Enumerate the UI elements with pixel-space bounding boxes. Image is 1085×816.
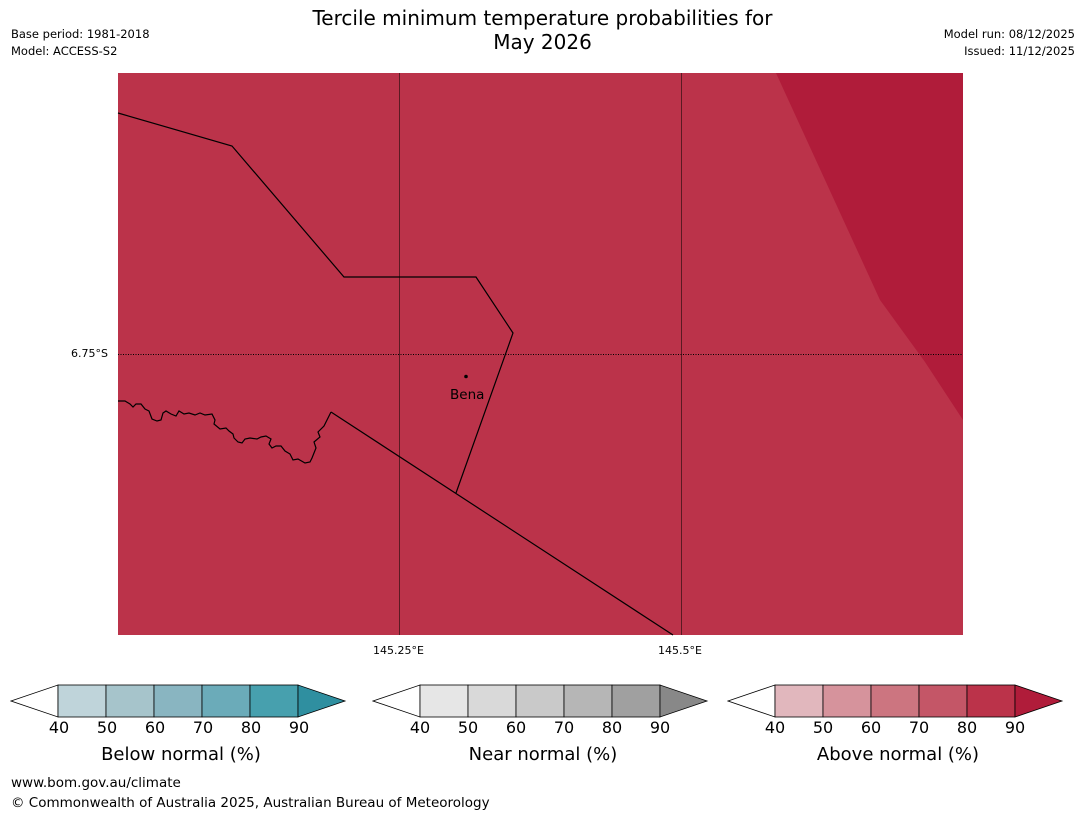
- model-name: Model: ACCESS-S2: [11, 44, 118, 58]
- lon-label-145-25: 145.25°E: [373, 644, 424, 657]
- footer-copyright: © Commonwealth of Australia 2025, Austra…: [11, 795, 490, 811]
- colorbar-swatch: [966, 684, 1016, 718]
- ticks-below-normal: 40 50 60 70 80 90: [10, 718, 352, 738]
- colorbar-extend-low: [726, 684, 776, 718]
- tick-label: 80: [956, 718, 978, 737]
- tick-label: 70: [192, 718, 214, 737]
- tick-label: 50: [812, 718, 834, 737]
- issued-date: Issued: 11/12/2025: [964, 44, 1075, 58]
- colorbar-swatch: [515, 684, 565, 718]
- map-canvas[interactable]: [0, 0, 1085, 660]
- legend-near-normal: 40 50 60 70 80 90 Near normal (%): [371, 684, 714, 765]
- colorbar-swatch: [467, 684, 517, 718]
- colorbar-swatch: [249, 684, 299, 718]
- legend-above-normal: 40 50 60 70 80 90 Above normal (%): [726, 684, 1069, 765]
- tick-label: 40: [409, 718, 431, 737]
- tick-label: 80: [601, 718, 623, 737]
- colorbar-above-normal: [726, 684, 1064, 718]
- colorbar-extend-high: [1014, 684, 1064, 718]
- lat-label: 6.75°S: [71, 347, 108, 360]
- colorbar-swatch: [201, 684, 251, 718]
- tick-label: 60: [505, 718, 527, 737]
- tick-label: 70: [908, 718, 930, 737]
- legend-label-below-normal: Below normal (%): [101, 744, 261, 765]
- colorbar-swatch: [611, 684, 661, 718]
- model-info: Base period: 1981-2018 Model: ACCESS-S2: [11, 26, 150, 60]
- tick-label: 50: [96, 718, 118, 737]
- colorbar-swatch: [774, 684, 824, 718]
- bena-marker: [464, 374, 468, 379]
- footer-url[interactable]: www.bom.gov.au/climate: [11, 775, 181, 791]
- river-boundary: [118, 400, 332, 464]
- tick-label: 60: [144, 718, 166, 737]
- colorbar-extend-low: [371, 684, 421, 718]
- run-info: Model run: 08/12/2025 Issued: 11/12/2025: [944, 26, 1075, 60]
- lon-label-145-5: 145.5°E: [658, 644, 702, 657]
- colorbar-swatch: [918, 684, 968, 718]
- colorbar-swatch: [870, 684, 920, 718]
- high-probability-band: [776, 73, 963, 420]
- colorbar-swatch: [419, 684, 469, 718]
- legend-label-above-normal: Above normal (%): [816, 744, 980, 765]
- ticks-above-normal: 40 50 60 70 80 90: [727, 718, 1069, 738]
- chart-title: Tercile minimum temperature probabilitie…: [230, 6, 855, 54]
- bena-label: Bena: [450, 387, 485, 403]
- colorbar-swatch: [563, 684, 613, 718]
- colorbar-swatch: [57, 684, 107, 718]
- colorbar-swatch: [153, 684, 203, 718]
- tick-label: 40: [48, 718, 70, 737]
- tick-label: 70: [553, 718, 575, 737]
- tick-label: 80: [240, 718, 262, 737]
- colorbar-extend-low: [9, 684, 59, 718]
- legend-label-near-normal: Near normal (%): [468, 744, 618, 765]
- colorbar-near-normal: [371, 684, 709, 718]
- tick-label: 90: [649, 718, 671, 737]
- colorbar-extend-high: [659, 684, 709, 718]
- province-boundary-south: [330, 411, 674, 636]
- model-run-date: Model run: 08/12/2025: [943, 27, 1075, 41]
- colorbar-extend-high: [297, 684, 347, 718]
- ticks-near-normal: 40 50 60 70 80 90: [372, 718, 714, 738]
- province-boundary-north: [117, 112, 514, 494]
- base-period: Base period: 1981-2018: [11, 27, 150, 41]
- tick-label: 90: [288, 718, 310, 737]
- tick-label: 90: [1004, 718, 1026, 737]
- title-line-2: May 2026: [493, 30, 592, 54]
- legend-below-normal: 40 50 60 70 80 90 Below normal (%): [9, 684, 352, 765]
- colorbar-below-normal: [9, 684, 347, 718]
- title-line-1: Tercile minimum temperature probabilitie…: [312, 6, 773, 30]
- tick-label: 40: [764, 718, 786, 737]
- colorbar-swatch: [105, 684, 155, 718]
- tick-label: 60: [860, 718, 882, 737]
- colorbar-swatch: [822, 684, 872, 718]
- tick-label: 50: [457, 718, 479, 737]
